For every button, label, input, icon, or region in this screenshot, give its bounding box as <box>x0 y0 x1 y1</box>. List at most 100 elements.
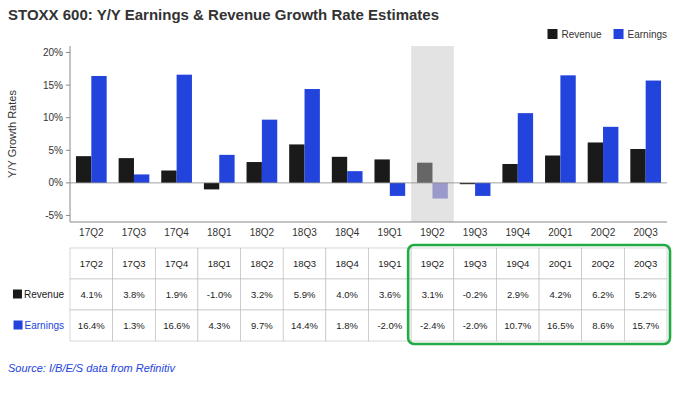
table-cell <box>113 279 156 310</box>
data-label: 3.2% <box>251 289 273 300</box>
table-cell <box>198 310 241 341</box>
x-tick-label: 17Q3 <box>122 227 147 238</box>
table-cell <box>113 248 156 279</box>
bar <box>161 171 176 183</box>
table-cell <box>155 248 198 279</box>
table: 17Q217Q317Q418Q118Q218Q318Q419Q119Q219Q3… <box>13 248 667 341</box>
x-tick-label: 19Q3 <box>463 227 488 238</box>
y-tick-label: 20% <box>43 47 63 58</box>
bar <box>603 127 618 183</box>
table-header: 18Q2 <box>250 258 273 269</box>
y-axis-line <box>70 46 71 222</box>
bar <box>475 183 490 196</box>
bar <box>219 155 234 183</box>
x-tick-label: 20Q2 <box>591 227 616 238</box>
data-label: 1.3% <box>123 320 145 331</box>
bar <box>177 75 192 183</box>
data-label: 4.1% <box>80 289 102 300</box>
data-label: 4.2% <box>550 289 572 300</box>
table-cell <box>411 310 454 341</box>
bar <box>204 183 219 190</box>
table-cell <box>241 310 284 341</box>
table-header: 20Q2 <box>591 258 614 269</box>
table-cell <box>582 279 625 310</box>
data-label: -1.0% <box>207 289 232 300</box>
data-label: 16.6% <box>163 320 190 331</box>
table-row-swatch <box>14 321 23 330</box>
data-label: 16.5% <box>547 320 574 331</box>
table-header: 17Q3 <box>122 258 145 269</box>
data-label: -2.0% <box>377 320 402 331</box>
table-cell <box>283 248 326 279</box>
table-cell <box>624 310 667 341</box>
x-tick-label: 20Q1 <box>548 227 573 238</box>
bar <box>560 75 575 183</box>
table-cell <box>539 279 582 310</box>
legend-label: Earnings <box>628 29 667 40</box>
table-cell <box>496 248 539 279</box>
table-cell <box>283 310 326 341</box>
table-cell <box>624 279 667 310</box>
legend-label: Revenue <box>562 29 602 40</box>
data-label: 14.4% <box>291 320 318 331</box>
x-tick-label: 17Q2 <box>79 227 104 238</box>
data-label: -2.4% <box>420 320 445 331</box>
x-tick-label: 17Q4 <box>164 227 189 238</box>
source: Source: I/B/E/S data from Refinitiv <box>8 362 176 374</box>
bar <box>518 113 533 183</box>
bars <box>76 75 661 199</box>
data-label: 16.4% <box>78 320 105 331</box>
data-label: -0.2% <box>463 289 488 300</box>
x-tick-label: 18Q2 <box>250 227 275 238</box>
table-cell <box>369 279 412 310</box>
table-cell <box>624 248 667 279</box>
y-tick-label: 0% <box>49 177 64 188</box>
bar <box>417 163 432 183</box>
y-tick <box>66 85 70 86</box>
table-header: 19Q1 <box>378 258 401 269</box>
y-tick <box>66 215 70 216</box>
data-label: 3.6% <box>379 289 401 300</box>
table-row-label: Revenue <box>24 289 64 300</box>
bar <box>646 81 661 183</box>
table-cell <box>70 310 113 341</box>
bar <box>502 164 517 183</box>
x-tick-label: 19Q1 <box>378 227 403 238</box>
table-cell <box>198 279 241 310</box>
table-cell <box>411 279 454 310</box>
data-label: 10.7% <box>504 320 531 331</box>
legend-swatch <box>614 29 624 39</box>
x-tick-label: 18Q4 <box>335 227 360 238</box>
y-tick <box>66 117 70 118</box>
data-label: 5.2% <box>635 289 657 300</box>
title: STOXX 600: Y/Y Earnings & Revenue Growth… <box>8 6 439 23</box>
data-label: 6.2% <box>592 289 614 300</box>
table-header: 18Q1 <box>208 258 231 269</box>
table-cell <box>155 279 198 310</box>
x-tick-label: 20Q3 <box>633 227 658 238</box>
table-cell <box>241 279 284 310</box>
data-label: 15.7% <box>632 320 659 331</box>
table-header: 17Q2 <box>80 258 103 269</box>
y-tick-label: 10% <box>43 112 63 123</box>
x-tick-label: 18Q1 <box>207 227 232 238</box>
table-cell <box>326 279 369 310</box>
y-tick <box>66 182 70 183</box>
y-tick <box>66 52 70 53</box>
x-tick-label: 19Q2 <box>420 227 445 238</box>
legend-swatch <box>548 29 558 39</box>
zero-line <box>70 182 667 183</box>
x-axis-line <box>70 222 667 223</box>
data-label: 3.8% <box>123 289 145 300</box>
table-header: 18Q3 <box>293 258 316 269</box>
bar <box>262 120 277 183</box>
bar <box>332 157 347 183</box>
y-tick-label: 15% <box>43 80 63 91</box>
x-tick-label: 18Q3 <box>292 227 317 238</box>
table-cell <box>582 310 625 341</box>
table-cell <box>326 310 369 341</box>
y-tick-label: 5% <box>49 145 64 156</box>
table-cell <box>496 279 539 310</box>
bar <box>119 158 134 183</box>
table-cell <box>155 310 198 341</box>
